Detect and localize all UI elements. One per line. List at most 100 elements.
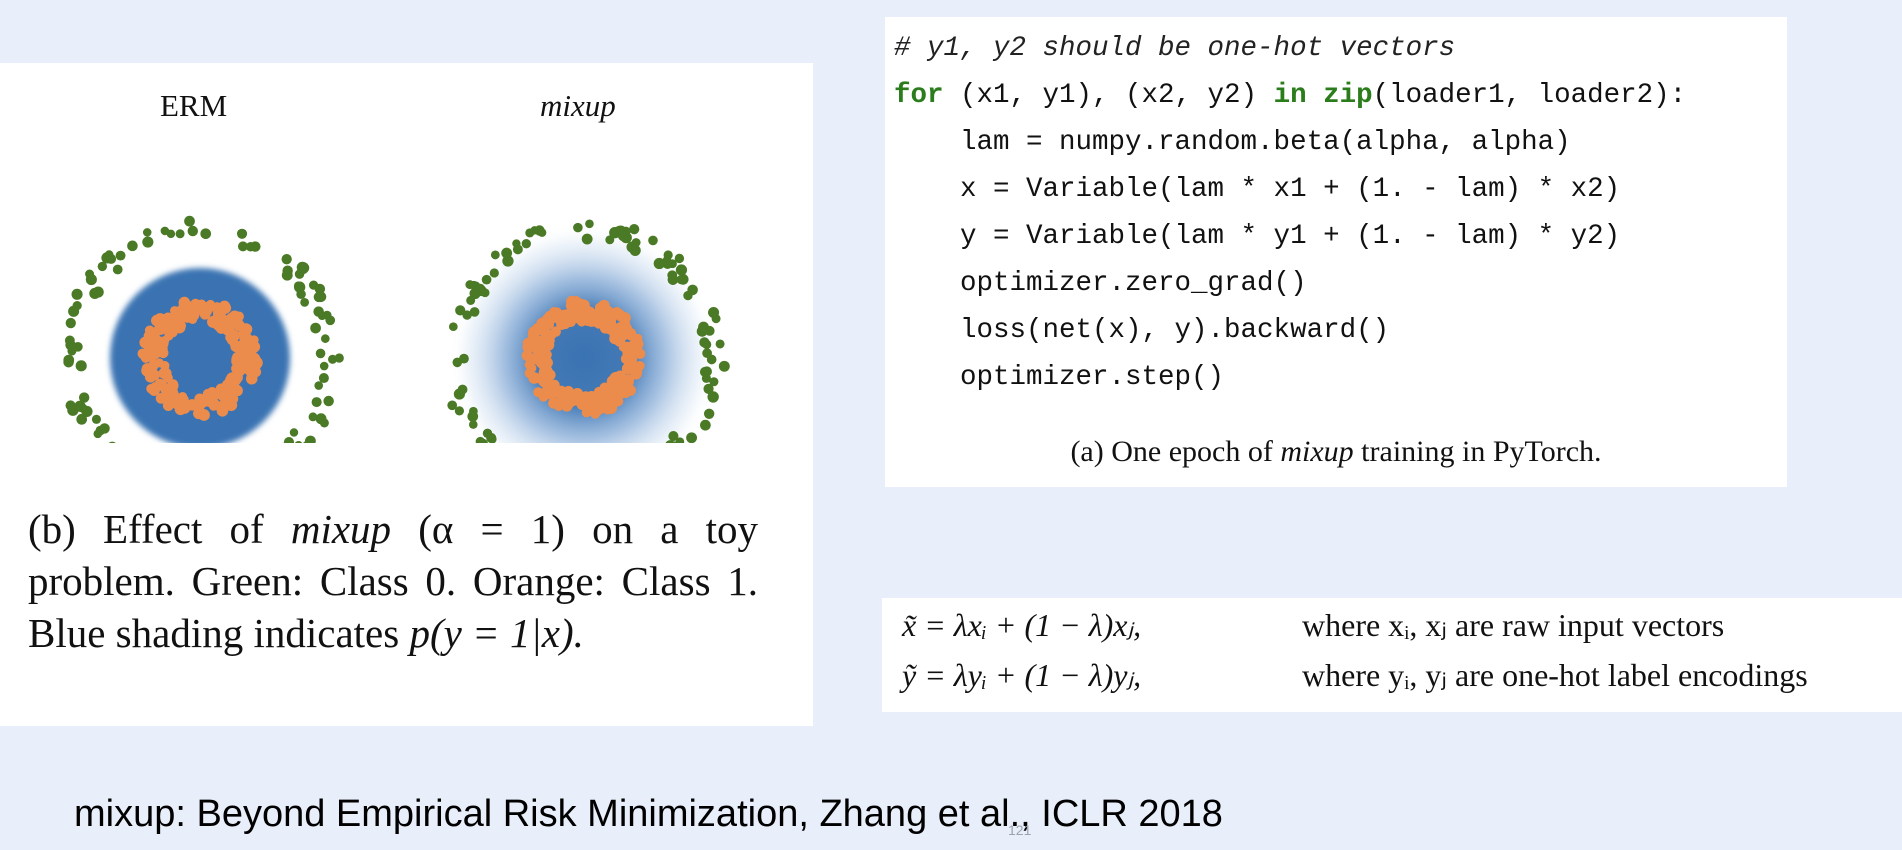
class0-point [675, 264, 688, 276]
class0-point [683, 290, 693, 301]
caption-b-prefix: (b) Effect of [28, 506, 291, 552]
class0-point [709, 377, 719, 387]
class0-point [310, 322, 321, 334]
class0-point [631, 238, 641, 247]
class0-point [127, 240, 138, 252]
class1-point [534, 373, 545, 384]
class0-point [321, 334, 330, 343]
class0-point [65, 400, 76, 411]
class0-point [76, 413, 88, 425]
class1-point [580, 303, 591, 313]
class0-point [75, 360, 87, 372]
class1-point [245, 372, 258, 385]
class0-point [142, 236, 154, 248]
class1-point [600, 314, 611, 324]
class1-point [218, 300, 231, 313]
class0-point [318, 373, 329, 384]
class0-point [466, 295, 476, 305]
class1-point [163, 394, 175, 405]
class1-point [178, 300, 188, 311]
class1-point [216, 386, 228, 399]
equation-x: x̃ = λxᵢ + (1 − λ)xⱼ, [902, 607, 1142, 643]
erm-blue-region [110, 268, 290, 443]
class1-point [231, 342, 242, 353]
class0-point [490, 250, 500, 260]
caption-b-mixup: mixup [290, 506, 392, 552]
class1-point [581, 407, 592, 418]
class0-point [662, 255, 672, 265]
class0-point [89, 287, 101, 299]
class1-point [537, 344, 548, 355]
class0-point [97, 261, 108, 272]
caption-a-suffix: training in PyTorch. [1353, 435, 1602, 468]
class0-point [314, 283, 326, 295]
class0-point [112, 264, 123, 275]
class0-point [282, 270, 292, 280]
class0-point [668, 431, 679, 442]
class0-point [469, 420, 478, 429]
class0-point [300, 298, 310, 307]
class0-point [447, 400, 458, 411]
class1-point [556, 319, 566, 330]
class1-point [555, 387, 566, 399]
class1-point [240, 332, 253, 345]
class0-point [72, 301, 82, 311]
class1-point [139, 336, 152, 349]
caption-a-mixup: mixup [1280, 435, 1354, 468]
equations-panel: x̃ = λxᵢ + (1 − λ)xⱼ, where xᵢ, xⱼ are ra… [882, 598, 1902, 712]
class0-point [482, 428, 493, 439]
class0-point [65, 317, 76, 329]
class0-point [454, 406, 465, 416]
class0-point [718, 360, 730, 372]
class0-point [459, 353, 469, 364]
class0-point [537, 228, 547, 237]
class0-point [676, 274, 687, 285]
citation-text: mixup: Beyond Empirical Risk Minimizatio… [74, 793, 1223, 835]
class0-point [700, 419, 711, 431]
equation-y-note: where yᵢ, yⱼ are one-hot label encodings [1302, 657, 1808, 693]
code-line: loss(net(x), y).backward() [894, 315, 1390, 346]
class1-point [604, 323, 616, 335]
class1-point [239, 363, 249, 373]
pytorch-code-block: # y1, y2 should be one-hot vectors for (… [894, 25, 1686, 401]
code-line: for (x1, y1), (x2, y2) in zip(loader1, l… [894, 80, 1687, 111]
class0-point [521, 239, 531, 249]
class1-point [137, 348, 148, 359]
class0-point [315, 291, 327, 303]
class0-point [708, 306, 720, 319]
class0-point [314, 381, 324, 390]
class1-point [205, 388, 216, 399]
class0-point [305, 435, 316, 443]
class1-point [565, 389, 575, 399]
class0-point [311, 397, 322, 408]
class0-point [308, 412, 318, 422]
class1-point [551, 307, 562, 318]
code-line: x = Variable(lam * x1 + (1. - lam) * x2) [894, 174, 1621, 205]
class0-point [106, 253, 117, 264]
class0-point [323, 395, 334, 407]
class0-point [166, 229, 176, 239]
class1-point [623, 377, 634, 388]
class0-point [699, 337, 710, 348]
class1-point [565, 317, 576, 328]
class0-point [315, 348, 326, 359]
class0-point [476, 285, 488, 297]
class1-point [230, 383, 241, 394]
class1-point [243, 348, 255, 360]
class0-point [573, 222, 583, 233]
class0-point [620, 226, 631, 237]
code-line: optimizer.step() [894, 362, 1225, 393]
class0-point [469, 307, 480, 317]
class0-point [283, 437, 295, 443]
class0-point [448, 322, 458, 332]
class1-point [550, 326, 561, 337]
class0-point [71, 288, 83, 300]
mixup-blue-shading [449, 223, 719, 443]
class1-point [598, 397, 610, 408]
erm-plot [63, 215, 344, 443]
class0-point [91, 414, 101, 424]
class0-point [707, 391, 719, 403]
class0-point [64, 335, 75, 346]
class0-point [184, 215, 195, 227]
class1-point [585, 390, 598, 403]
